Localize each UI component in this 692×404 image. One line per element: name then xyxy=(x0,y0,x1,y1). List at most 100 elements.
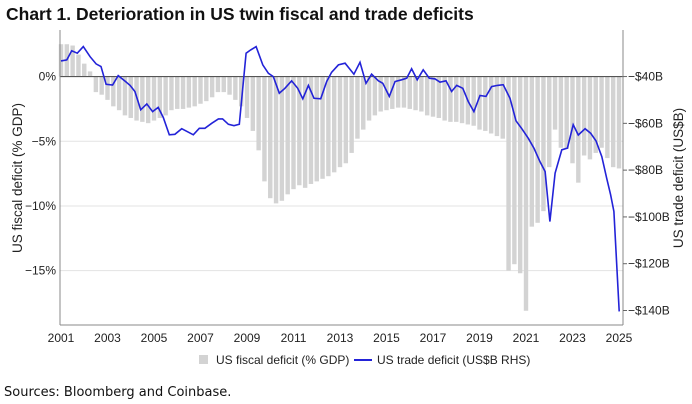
bar xyxy=(535,76,540,223)
bar xyxy=(581,76,587,156)
bar xyxy=(151,76,157,121)
right-tick-label: −$40B xyxy=(628,70,663,84)
bar xyxy=(140,76,145,122)
bar xyxy=(483,76,488,131)
bar xyxy=(99,76,104,95)
source-note: Sources: Bloomberg and Coinbase. xyxy=(4,385,231,400)
bar xyxy=(413,76,418,111)
left-tick-label: 0% xyxy=(39,70,57,84)
bar xyxy=(471,76,476,126)
bar xyxy=(564,76,569,150)
bar xyxy=(314,76,319,182)
bar xyxy=(390,76,395,109)
bar xyxy=(215,76,221,93)
bar xyxy=(285,76,290,195)
bar xyxy=(279,76,285,201)
legend-swatch-fiscal xyxy=(199,355,208,364)
bar xyxy=(273,76,279,204)
bar xyxy=(459,76,465,124)
bar xyxy=(192,76,197,107)
bar xyxy=(500,76,505,139)
bar xyxy=(599,76,604,148)
bar xyxy=(401,76,407,108)
plot-frame xyxy=(59,30,624,326)
bar xyxy=(610,76,616,168)
fiscal-deficit-bars xyxy=(58,44,622,311)
x-tick-label: 2005 xyxy=(141,331,168,345)
bar xyxy=(343,76,349,164)
bar xyxy=(297,76,302,186)
bar xyxy=(163,76,168,116)
x-tick-label: 2011 xyxy=(281,331,307,345)
bar xyxy=(233,76,238,100)
bar xyxy=(180,76,186,109)
bar xyxy=(87,71,93,77)
bar xyxy=(436,76,442,118)
bar xyxy=(366,76,372,121)
bar xyxy=(337,76,343,168)
x-tick-label: 2007 xyxy=(187,331,214,345)
right-tick-label: −$60B xyxy=(628,116,663,130)
bar xyxy=(262,76,267,182)
right-tick-label: −$140B xyxy=(628,303,670,317)
x-tick-label: 2009 xyxy=(234,331,261,345)
bar xyxy=(523,76,529,311)
bar xyxy=(494,76,500,137)
bar xyxy=(576,76,581,183)
bar xyxy=(250,76,256,131)
x-tick-label: 2021 xyxy=(513,331,540,345)
right-tick-label: −$100B xyxy=(628,210,670,224)
bar xyxy=(204,76,209,102)
bar xyxy=(331,76,337,173)
bar xyxy=(488,76,494,134)
right-tick-label: −$80B xyxy=(628,163,663,177)
bar xyxy=(291,76,296,190)
x-tick-label: 2015 xyxy=(373,331,400,345)
bar xyxy=(517,76,523,274)
bar xyxy=(320,76,325,179)
bar xyxy=(221,76,226,93)
bar xyxy=(111,76,116,107)
bar xyxy=(349,76,354,153)
bar xyxy=(175,76,180,109)
bar xyxy=(116,76,122,111)
bar xyxy=(157,76,163,118)
bar xyxy=(302,76,308,188)
bar xyxy=(454,76,459,122)
left-tick-label: −15% xyxy=(25,264,56,278)
bar xyxy=(326,76,331,177)
x-tick-label: 2001 xyxy=(48,331,75,345)
bar xyxy=(570,76,575,164)
bar xyxy=(93,76,99,93)
trade-deficit-line xyxy=(60,45,620,312)
bar xyxy=(506,76,511,271)
left-axis-ticks: 0% −5% −10% −15% xyxy=(25,70,56,278)
bar xyxy=(442,76,447,121)
bar xyxy=(587,76,593,160)
right-tick-label: −$120B xyxy=(628,257,670,271)
bar xyxy=(547,76,552,168)
right-axis-ticks: −$40B −$60B −$80B −$100B −$120B −$140B xyxy=(623,70,670,317)
bar xyxy=(448,76,453,122)
x-tick-label: 2019 xyxy=(466,331,493,345)
left-tick-label: −5% xyxy=(32,134,57,148)
bar xyxy=(244,76,250,118)
bar xyxy=(512,76,517,265)
bar xyxy=(605,76,610,159)
legend-label-trade: US trade deficit (US$B RHS) xyxy=(377,353,530,367)
x-tick-label: 2017 xyxy=(420,331,447,345)
bar xyxy=(419,76,424,112)
legend-label-fiscal: US fiscal deficit (% GDP) xyxy=(216,353,349,367)
bar xyxy=(430,76,436,117)
x-tick-label: 2003 xyxy=(94,331,121,345)
bar xyxy=(477,76,482,130)
bar xyxy=(128,76,133,118)
bar xyxy=(256,76,261,151)
bar xyxy=(76,54,81,77)
bar xyxy=(82,63,87,77)
right-axis-label: US trade deficit (US$B) xyxy=(671,108,686,248)
bar xyxy=(105,76,110,100)
bar xyxy=(355,76,360,139)
bar xyxy=(558,76,564,148)
